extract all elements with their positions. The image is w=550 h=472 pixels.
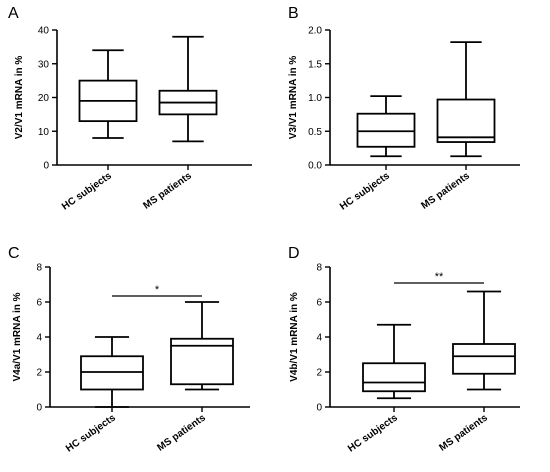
panel-label: D: [288, 245, 300, 262]
y-axis-label: V4a/V1 mRNA in %: [12, 292, 23, 381]
x-tick-label: MS patients: [437, 412, 490, 453]
y-tick-label: 0: [316, 403, 322, 414]
box-ms-patients: [170, 301, 234, 391]
box-hc-subjects: [80, 336, 144, 408]
x-tick-label: MS patients: [141, 170, 194, 211]
y-tick-label: 6: [316, 298, 322, 309]
x-tick-label: HC subjects: [64, 412, 118, 454]
x-tick-label: HC subjects: [346, 412, 400, 454]
box-hc-subjects: [78, 49, 138, 139]
significance-marker: **: [435, 271, 444, 283]
panel-label: C: [8, 245, 20, 262]
panel-a: A 0 10 20 30 40 V2/V1 mRNA in % HC subjects MS p…: [8, 5, 252, 213]
x-tick-label: HC subjects: [338, 170, 392, 212]
x-tick-label: MS patients: [155, 412, 208, 453]
box-hc-subjects: [362, 323, 426, 400]
y-tick-label: 10: [38, 127, 50, 138]
y-tick-label: 8: [36, 263, 42, 274]
box-iqr: [436, 98, 496, 143]
panel-c: C 0 2 4 6 8 V4a/V1 mRNA in % HC subjects MS pati…: [8, 245, 250, 455]
panel-d: D 0 2 4 6 8 V4b/V1 mRNA in % HC subjects MS pati…: [288, 245, 520, 455]
y-tick-label: 1.0: [308, 93, 322, 104]
y-tick-label: 2.0: [308, 26, 322, 37]
y-tick-label: 0: [36, 403, 42, 414]
y-tick-label: 8: [316, 263, 322, 274]
panel-b: B 0.0 0.5 1.0 1.5 2.0 V3/V1 mRNA in % HC subjec…: [288, 5, 520, 213]
box-iqr: [356, 112, 416, 148]
box-iqr: [362, 362, 426, 393]
box-ms-patients: [158, 35, 218, 143]
y-axis-label: V4b/V1 mRNA in %: [289, 292, 300, 382]
y-tick-label: 6: [36, 298, 42, 309]
significance-marker: *: [155, 284, 160, 296]
y-tick-label: 1.5: [308, 59, 322, 70]
panel-label: A: [8, 5, 19, 22]
box-hc-subjects: [356, 95, 416, 158]
box-ms-patients: [452, 290, 516, 391]
y-tick-label: 4: [36, 333, 42, 344]
y-tick-label: 0.5: [308, 127, 322, 138]
y-tick-label: 40: [38, 26, 50, 37]
y-axis-label: V2/V1 mRNA in %: [14, 56, 25, 140]
y-tick-label: 30: [38, 59, 50, 70]
y-tick-label: 0.0: [308, 161, 322, 172]
x-tick-label: MS patients: [419, 170, 472, 211]
panel-label: B: [288, 5, 299, 22]
box-ms-patients: [436, 41, 496, 158]
y-axis-label: V3/V1 mRNA in %: [288, 56, 299, 140]
x-tick-label: HC subjects: [60, 170, 114, 212]
y-tick-label: 0: [43, 161, 49, 172]
box-iqr: [452, 343, 516, 375]
y-tick-label: 2: [316, 368, 322, 379]
y-tick-label: 4: [316, 333, 322, 344]
y-tick-label: 20: [38, 93, 50, 104]
y-tick-label: 2: [36, 368, 42, 379]
